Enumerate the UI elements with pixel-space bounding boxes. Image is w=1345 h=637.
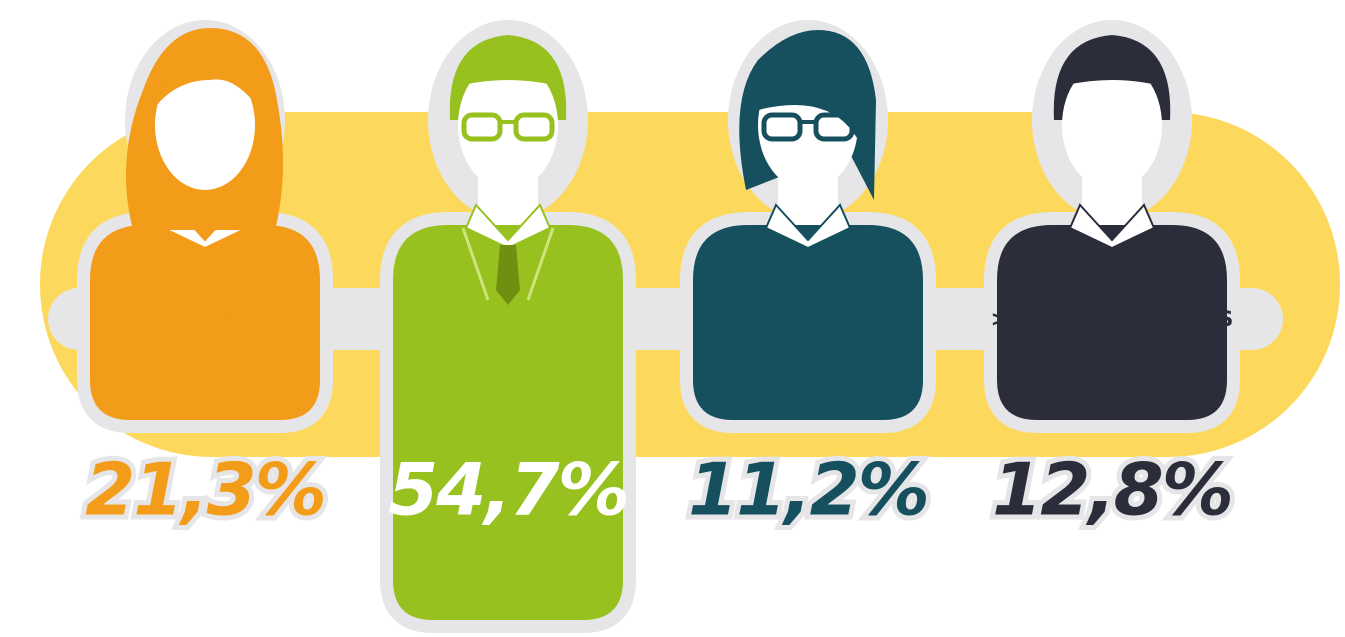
figure: < 1 AÑO 21,3% <box>80 28 332 537</box>
category-label: ENTRE 8 Y 14 AÑOS <box>692 306 924 331</box>
face <box>458 60 558 190</box>
figure: ENTRE 8 Y 14 AÑOS 11,2% <box>683 30 935 537</box>
fringe <box>456 55 560 105</box>
glasses-right <box>513 112 555 142</box>
percentage: 11,2% <box>688 448 928 532</box>
figure-body <box>693 225 923 420</box>
fringe <box>1060 55 1164 105</box>
category-label: < 1 AÑO <box>156 306 255 331</box>
collar <box>764 203 852 250</box>
fringe <box>758 55 863 150</box>
category-label: ENTRE 1 Y 7 AÑOS <box>399 306 616 331</box>
percentage: 54,7% <box>388 448 628 532</box>
tie <box>496 245 520 305</box>
collar <box>464 203 552 250</box>
figure-body <box>90 225 320 420</box>
collar <box>1068 203 1156 250</box>
fringe <box>153 54 260 110</box>
percentage: 21,3% <box>85 448 325 532</box>
category-label: > MAYOR A 14 AÑOS <box>991 306 1234 331</box>
face <box>155 60 255 190</box>
percentage: 12,8% <box>992 448 1232 532</box>
lapel <box>461 227 555 301</box>
glasses-right <box>813 112 855 142</box>
figure-body <box>997 225 1227 420</box>
figure: > MAYOR A 14 AÑOS 12,8% <box>987 35 1239 537</box>
face <box>1062 60 1162 190</box>
figure: ENTRE 1 Y 7 AÑOS 54,7% <box>388 35 630 620</box>
figures: < 1 AÑO 21,3% ENTRE 1 Y 7 AÑOS 54,7% ENTRE 8… <box>80 28 1239 620</box>
glasses-left <box>761 112 803 142</box>
glasses-left <box>461 112 503 142</box>
figure-body <box>393 225 623 620</box>
label-band <box>48 288 1283 350</box>
